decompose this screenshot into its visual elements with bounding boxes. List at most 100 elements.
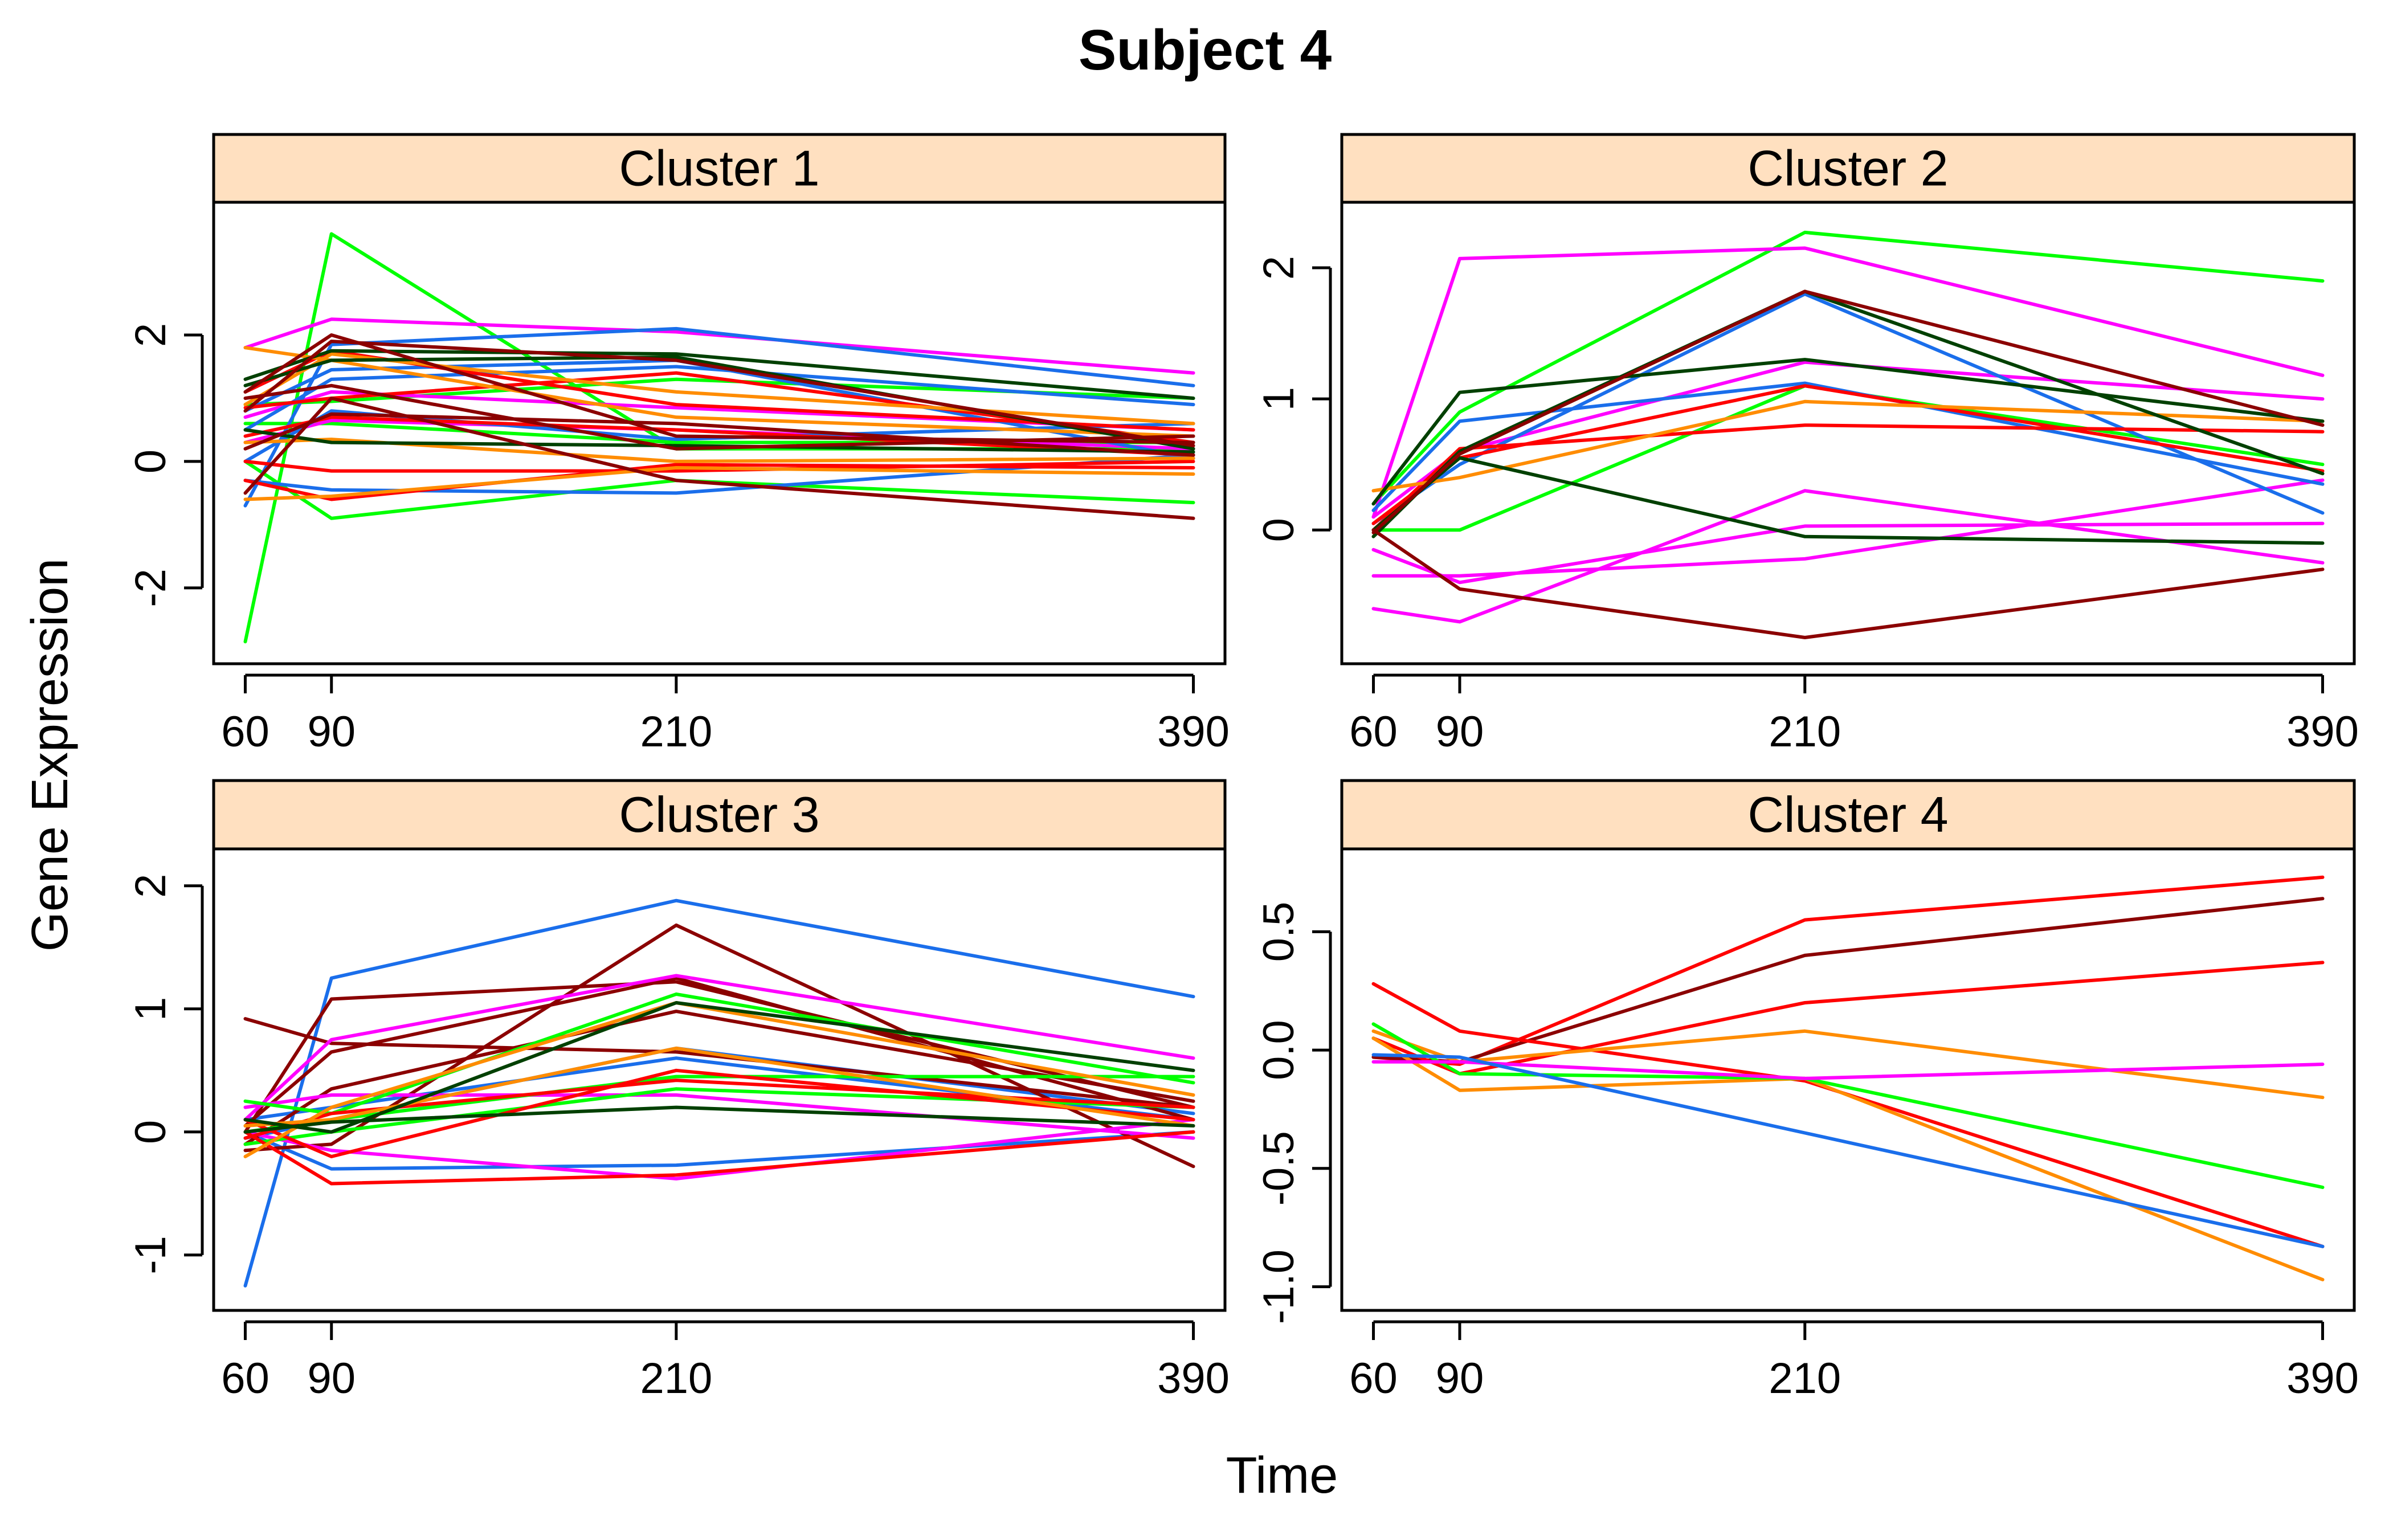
series-line	[1371, 528, 2325, 639]
x-tick-label: 210	[1769, 1354, 1841, 1403]
panel-strip	[1340, 779, 2356, 851]
panel-4: Cluster 4 60 90 210 390 -1.0 -0.5 0.0 0.5	[1255, 779, 2359, 1403]
plot-frame	[212, 201, 1227, 665]
series-line	[243, 1130, 1195, 1186]
series-line	[243, 397, 1195, 520]
series-line	[1371, 1060, 2325, 1080]
series-line	[243, 466, 1195, 501]
x-tick-label: 390	[1157, 1354, 1230, 1403]
x-tick-label: 60	[1349, 708, 1398, 756]
series-group	[243, 898, 1195, 1288]
series-line	[243, 1118, 1195, 1180]
y-tick-label: -2	[126, 569, 175, 607]
series-line	[243, 383, 1195, 451]
series-line	[1371, 246, 2325, 519]
x-axis-label: Time	[1226, 1447, 1338, 1504]
panel-3: Cluster 3 60 90 2 1 0 390 -1 0 1 2	[126, 779, 1230, 1403]
y-tick-label: 0.5	[1255, 902, 1303, 962]
y-axis: -1.0 -0.5 0.0 0.5	[1255, 902, 1332, 1324]
x-axis: 60 90 210 390	[221, 673, 1230, 756]
plot-frame	[1340, 201, 2356, 665]
x-tick-label: 60	[1349, 1354, 1398, 1403]
x-tick-label: 390	[2286, 1354, 2359, 1403]
figure-title: Subject 4	[1079, 18, 1332, 82]
series-line	[1371, 423, 2325, 532]
y-tick-label: 2	[126, 323, 175, 347]
series-line	[243, 317, 1195, 375]
panel-strip-label: Cluster 1	[619, 140, 819, 197]
x-tick-label: 390	[1157, 708, 1230, 756]
series-line	[243, 346, 1195, 438]
series-line	[243, 1010, 1195, 1146]
plot-frame	[212, 847, 1227, 1312]
x-tick-label: 60	[221, 1354, 269, 1403]
x-tick-label: 210	[640, 708, 712, 756]
panel-strip-label: Cluster 4	[1747, 786, 1948, 843]
y-tick-label: 1	[126, 997, 175, 1021]
series-line	[243, 352, 1195, 426]
y-axis: -1 0 1 2	[126, 874, 204, 1275]
panel-strip-label: Cluster 2	[1747, 140, 1948, 197]
series-line	[1371, 478, 2325, 578]
y-tick-label: 2	[126, 874, 175, 898]
x-tick-label: 390	[2286, 708, 2359, 756]
series-line	[1371, 1029, 2325, 1100]
series-line	[1371, 230, 2325, 506]
panel-1: Cluster 1 60 90 210 390 -2 0 2	[126, 133, 1230, 756]
series-line	[1371, 521, 2325, 585]
series-line	[243, 428, 1195, 454]
series-group	[1371, 875, 2325, 1281]
series-line	[1371, 399, 2325, 493]
series-line	[1371, 1036, 2325, 1281]
x-tick-label: 90	[1436, 1354, 1484, 1403]
series-line	[243, 974, 1195, 1122]
series-line	[1371, 289, 2325, 534]
x-axis: 60 90 210 390	[1349, 1320, 2359, 1403]
y-tick-label: 0	[126, 1120, 175, 1144]
series-group	[1371, 230, 2325, 639]
y-tick-label: 2	[1255, 256, 1303, 280]
x-tick-label: 90	[307, 1354, 356, 1403]
y-tick-label: -0.5	[1255, 1131, 1303, 1206]
y-axis-label: Gene Expression	[22, 558, 79, 951]
series-line	[243, 1017, 1195, 1109]
series-line	[1371, 1053, 2325, 1248]
series-line	[243, 377, 1195, 407]
series-line	[1371, 381, 2325, 512]
x-tick-label: 90	[1436, 708, 1484, 756]
x-axis: 60 90 210 390	[1349, 673, 2359, 756]
x-axis: 60 90 210 390	[221, 1320, 1230, 1403]
series-line	[1371, 489, 2325, 624]
y-axis: -2 0 2	[126, 323, 204, 607]
y-axis: 0 1 2	[1255, 256, 1332, 542]
series-line	[1371, 292, 2325, 525]
panel-2: Cluster 2 60 90 210 390 0 1 2	[1255, 133, 2359, 756]
x-tick-label: 90	[307, 708, 356, 756]
x-tick-label: 60	[221, 708, 269, 756]
series-line	[1371, 1022, 2325, 1189]
panel-strip	[212, 133, 1227, 204]
panel-strip-label: Cluster 3	[619, 786, 819, 843]
y-tick-label: -1	[126, 1236, 175, 1275]
series-line	[243, 453, 1195, 495]
series-line	[243, 340, 1195, 448]
series-line	[243, 923, 1195, 1169]
series-line	[1371, 358, 2325, 506]
series-line	[243, 1046, 1195, 1128]
y-tick-label: -1.0	[1255, 1249, 1303, 1324]
series-line	[243, 438, 1195, 463]
series-line	[1371, 384, 2325, 525]
series-line	[1371, 384, 2325, 532]
y-tick-label: 1	[1255, 387, 1303, 411]
y-tick-label: 0	[1255, 518, 1303, 542]
series-line	[243, 1001, 1195, 1158]
x-tick-label: 210	[1769, 708, 1841, 756]
series-line	[243, 1001, 1195, 1134]
series-group	[243, 232, 1195, 644]
series-line	[1371, 982, 2325, 1248]
plot-frame	[1340, 847, 2356, 1312]
series-line	[1371, 897, 2325, 1064]
